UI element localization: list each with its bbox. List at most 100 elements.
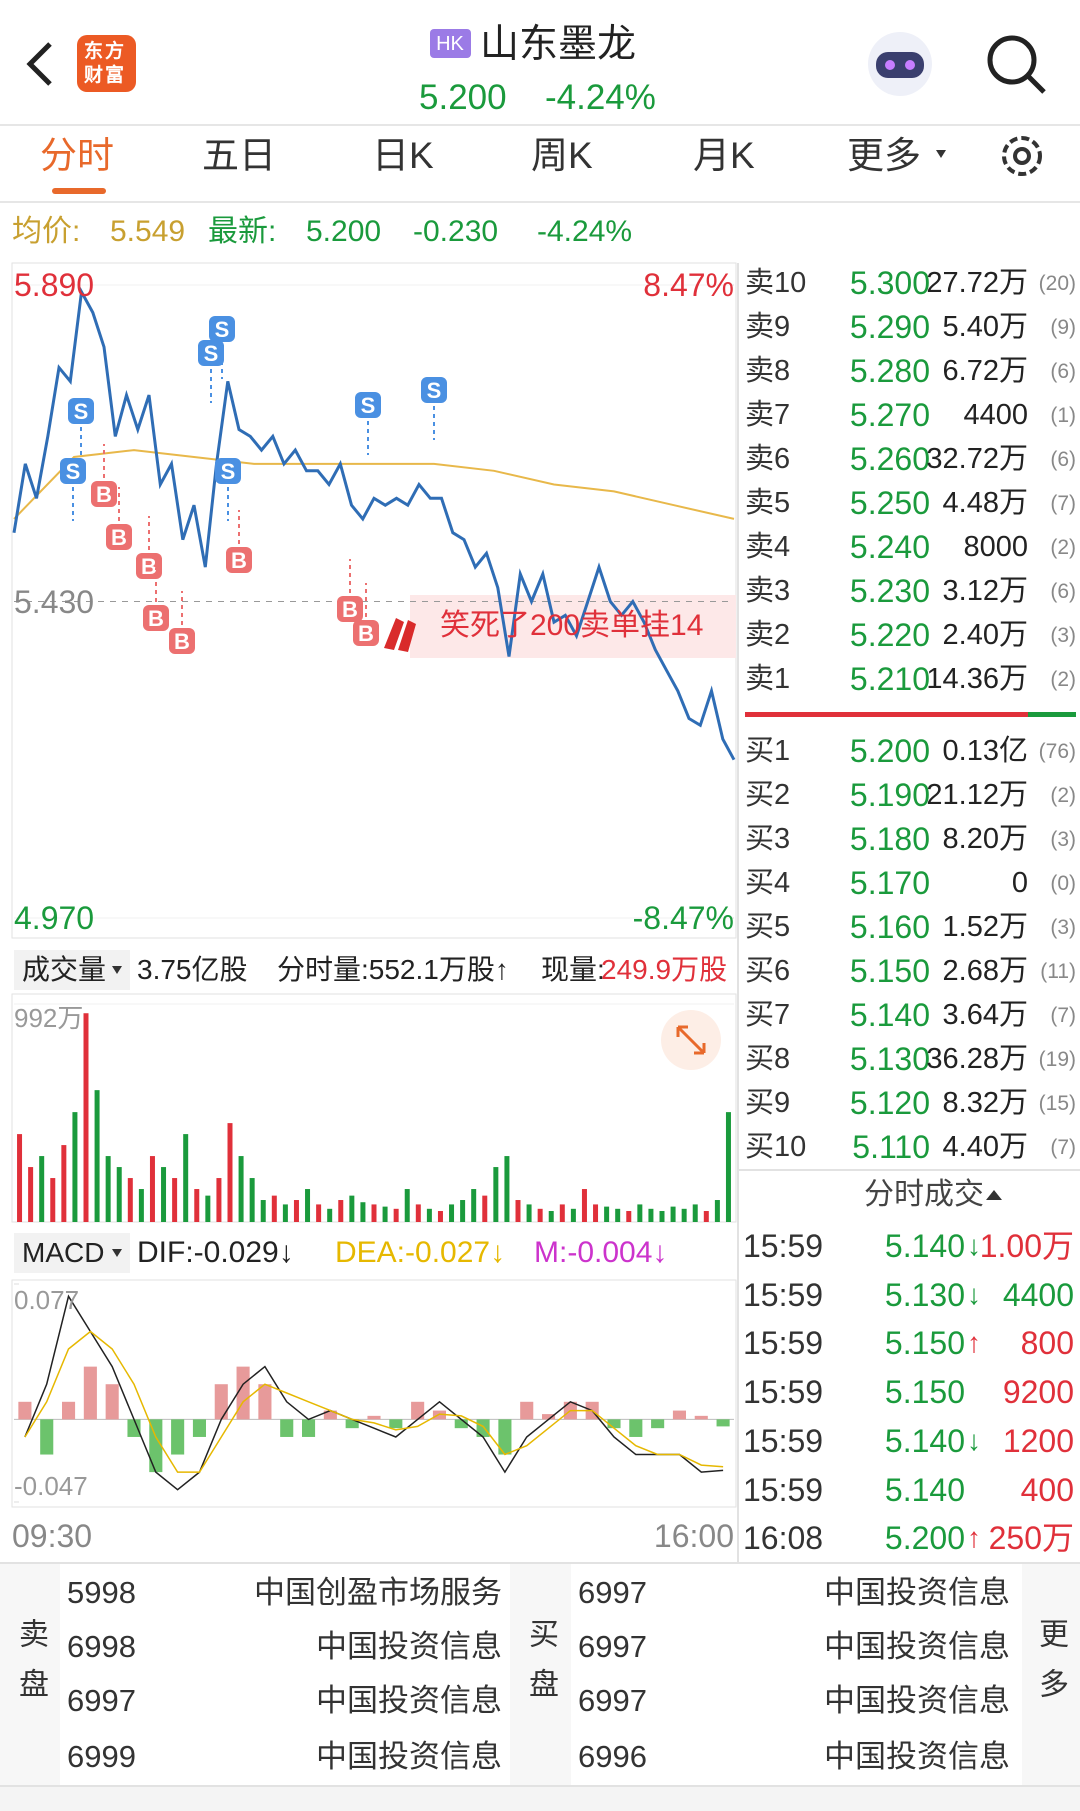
book-count: (0) <box>1050 871 1076 895</box>
trade-price: 5.200 <box>884 1520 965 1557</box>
dea-line <box>24 1330 724 1473</box>
trade-marker <box>68 398 94 424</box>
volume-bar <box>194 1189 200 1222</box>
book-price: 5.280 <box>849 353 930 389</box>
trade-volume: 800 <box>1020 1325 1074 1362</box>
volume-bar <box>216 1178 222 1222</box>
book-price: 5.260 <box>849 441 930 477</box>
volume-bar <box>349 1195 355 1222</box>
broker-name: 中国投资信息 <box>316 1682 502 1718</box>
tab[interactable]: 月K <box>693 135 755 176</box>
broker-name: 中国投资信息 <box>316 1738 502 1774</box>
trade-volume: 250万 <box>988 1520 1074 1557</box>
trade-marker <box>209 316 235 342</box>
book-volume: 36.28万 <box>926 1042 1028 1075</box>
tab[interactable]: 分时 <box>40 135 114 176</box>
dif-label: DIF:-0.029↓ <box>137 1236 294 1269</box>
trade-marker <box>136 553 162 579</box>
volume-bar <box>404 1189 410 1222</box>
macd-bar <box>40 1419 54 1455</box>
volume-bar <box>504 1156 510 1222</box>
book-volume: 8.20万 <box>942 822 1028 855</box>
broker-name: 中国投资信息 <box>316 1628 502 1664</box>
dea-label: DEA:-0.027↓ <box>335 1236 506 1269</box>
tab[interactable]: 周K <box>531 135 593 176</box>
book-level: 卖4 <box>745 530 791 563</box>
volume-bar <box>271 1195 277 1222</box>
broker-id: 6997 <box>578 1628 647 1664</box>
macd-bar <box>18 1401 32 1420</box>
market-badge-text: HK <box>436 33 464 55</box>
search-button[interactable] <box>987 35 1046 94</box>
collapse-caret[interactable] <box>986 1190 1002 1200</box>
volume-selector: 成交量 <box>22 954 107 985</box>
header-change-pct: -4.24% <box>545 78 656 117</box>
back-button[interactable] <box>26 42 52 86</box>
selector-box[interactable] <box>14 1233 130 1273</box>
x-tick-label: 16:00 <box>653 1518 734 1554</box>
book-volume: 4.48万 <box>942 486 1028 519</box>
volume-bar <box>183 1134 189 1222</box>
book-level: 买9 <box>745 1086 791 1119</box>
macd-bar <box>127 1419 141 1437</box>
trade-marker-label: S <box>66 459 81 484</box>
macd-bar <box>192 1419 206 1437</box>
x-tick-label: 09:30 <box>12 1518 93 1554</box>
macd-bar <box>411 1401 425 1420</box>
book-level: 买7 <box>745 998 791 1031</box>
volume-bar <box>293 1200 299 1222</box>
volume-bar <box>670 1206 676 1222</box>
book-volume: 3.12万 <box>942 574 1028 607</box>
book-level: 卖10 <box>745 266 807 299</box>
macd-bar <box>498 1419 512 1455</box>
book-count: (11) <box>1040 959 1076 983</box>
volume-bar <box>105 1156 111 1222</box>
volume-bar <box>338 1200 344 1222</box>
macd-bar <box>520 1401 534 1420</box>
trade-time: 15:59 <box>743 1374 824 1411</box>
volume-bar <box>526 1204 532 1222</box>
more-bg[interactable] <box>1022 1564 1080 1786</box>
period-volume: 分时量:552.1万股↑ <box>277 954 509 985</box>
volume-bar <box>260 1200 266 1222</box>
settings-button[interactable] <box>1002 136 1042 176</box>
broker-name: 中国投资信息 <box>824 1628 1010 1664</box>
tab[interactable]: 五日 <box>202 135 276 176</box>
volume-bar <box>282 1204 288 1222</box>
expand-button[interactable] <box>661 1010 721 1070</box>
annotation: 笑死了200卖单挂14 <box>440 609 704 642</box>
assistant-icon[interactable] <box>868 32 932 96</box>
book-price: 5.170 <box>849 865 930 901</box>
trade-arrow: ↑ <box>967 1522 981 1554</box>
trade-marker-label: B <box>141 554 157 579</box>
macd-bar <box>454 1419 468 1429</box>
avg-label: 均价: <box>12 215 81 248</box>
broker-name: 中国投资信息 <box>824 1682 1010 1718</box>
price-line <box>12 287 736 761</box>
buy-queue-label: 买盘 <box>524 1618 557 1718</box>
volume-bar <box>50 1178 56 1222</box>
volume-bar <box>615 1208 621 1222</box>
trade-time: 15:59 <box>743 1422 824 1459</box>
volume-bar <box>626 1211 632 1222</box>
book-price: 5.160 <box>849 909 930 945</box>
header-price: 5.200 <box>419 78 507 117</box>
trade-arrow: ↑ <box>967 1327 981 1359</box>
bid-side-bar <box>1028 712 1076 717</box>
tab-indicator <box>52 188 106 194</box>
buy-label-bg <box>510 1564 571 1786</box>
tab[interactable]: 更多 <box>847 135 921 176</box>
volume-bar <box>316 1204 322 1222</box>
tab[interactable]: 日K <box>372 135 434 176</box>
y-tick-label: 5.890 <box>14 267 95 303</box>
more-brokers[interactable]: 更多 <box>1034 1618 1067 1718</box>
volume-bar <box>493 1167 499 1222</box>
trades-title[interactable]: 分时成交 <box>864 1178 984 1211</box>
selector-box[interactable] <box>14 950 130 990</box>
book-count: (7) <box>1050 1135 1076 1159</box>
volume-total: 3.75亿股 <box>137 954 248 985</box>
volume-bar <box>205 1195 211 1222</box>
book-level: 卖5 <box>745 486 791 519</box>
trade-marker <box>226 547 252 573</box>
caret <box>112 1249 122 1257</box>
